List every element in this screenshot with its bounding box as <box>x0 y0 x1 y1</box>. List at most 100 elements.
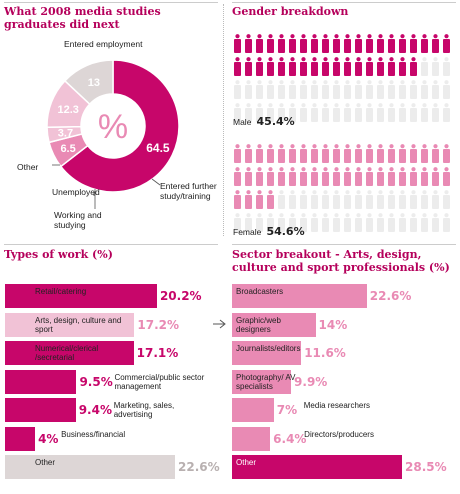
person-icon <box>355 34 362 53</box>
person-icon <box>432 167 439 186</box>
person-icon <box>245 57 252 76</box>
arrow-right-icon <box>213 319 226 329</box>
person-icon <box>432 144 439 163</box>
person-icon <box>333 34 340 53</box>
person-icon <box>278 57 285 76</box>
person-icon <box>256 34 263 53</box>
person-icon <box>410 144 417 163</box>
work-bar-value: 4% <box>38 431 59 446</box>
person-icon <box>234 167 241 186</box>
person-icon <box>278 144 285 163</box>
person-icon <box>366 144 373 163</box>
person-icon <box>344 80 351 99</box>
person-icon <box>388 190 395 209</box>
person-icon <box>366 167 373 186</box>
person-icon <box>234 144 241 163</box>
person-icon <box>410 167 417 186</box>
sector-bar-value: 9.9% <box>294 374 328 389</box>
person-icon <box>399 80 406 99</box>
person-icon <box>432 34 439 53</box>
pie-value-other: 13 <box>88 77 100 89</box>
person-icon <box>300 34 307 53</box>
work-bar <box>5 341 134 365</box>
person-icon <box>278 213 285 232</box>
person-icon <box>300 213 307 232</box>
person-icon <box>399 103 406 122</box>
person-icon <box>377 80 384 99</box>
person-icon <box>267 57 274 76</box>
person-icon <box>432 103 439 122</box>
person-icon <box>388 34 395 53</box>
person-icon <box>388 213 395 232</box>
pie-value-employment: 64.5 <box>146 141 170 155</box>
person-icon <box>410 213 417 232</box>
person-icon <box>377 103 384 122</box>
person-icon <box>333 103 340 122</box>
person-icon <box>432 213 439 232</box>
work-bar-label: Numerical/clerical /secretarial <box>35 344 99 362</box>
sector-bar <box>232 284 367 308</box>
work-bar-value: 17.1% <box>136 346 179 360</box>
person-icon <box>377 213 384 232</box>
person-icon <box>366 34 373 53</box>
person-icon <box>388 80 395 99</box>
person-icon <box>322 144 329 163</box>
person-icon <box>289 34 296 53</box>
person-icon <box>399 57 406 76</box>
pie-label-unemployed: Unemployed <box>52 187 100 197</box>
pie-value-unemployed: 12.3 <box>57 104 78 116</box>
person-icon <box>289 144 296 163</box>
person-icon <box>300 144 307 163</box>
person-icon <box>355 190 362 209</box>
person-icon <box>366 57 373 76</box>
person-icon <box>245 103 252 122</box>
person-icon <box>311 144 318 163</box>
person-icon <box>333 57 340 76</box>
person-icon <box>322 103 329 122</box>
pie-leader-line <box>151 178 161 186</box>
person-icon <box>377 57 384 76</box>
person-icon <box>256 80 263 99</box>
person-icon <box>245 213 252 232</box>
person-icon <box>322 34 329 53</box>
person-icon <box>278 167 285 186</box>
sector-bar-label: Graphic/web designers <box>236 315 281 334</box>
person-icon <box>278 80 285 99</box>
person-icon <box>421 190 428 209</box>
person-icon <box>311 34 318 53</box>
person-icon <box>300 167 307 186</box>
sector-bar <box>232 369 292 394</box>
sector-title: Sector breakout - Arts, design, culture … <box>232 248 450 274</box>
person-icon <box>333 167 340 186</box>
sector-bar-label: Other <box>236 458 257 467</box>
person-icon <box>432 190 439 209</box>
person-icon <box>322 57 329 76</box>
person-icon <box>344 190 351 209</box>
sector-bar-value: 28.5% <box>405 460 447 474</box>
person-icon <box>432 80 439 99</box>
person-icon <box>344 213 351 232</box>
person-icon <box>399 190 406 209</box>
person-icon <box>344 167 351 186</box>
person-icon <box>311 103 318 122</box>
female-value: 54.6% <box>266 225 305 238</box>
sector-bar <box>232 398 274 422</box>
work-bar-label: Arts, design, culture and sport <box>35 315 122 334</box>
pie-chart: 64.5 6.5 3.7 12.3 13% <box>46 59 180 209</box>
person-icon <box>267 34 274 53</box>
person-icon <box>289 103 296 122</box>
sector-bar <box>232 312 316 337</box>
person-icon <box>333 213 340 232</box>
person-icon <box>300 103 307 122</box>
person-icon <box>410 34 417 53</box>
person-icon <box>355 167 362 186</box>
male-caption: Male 45.4% <box>233 110 295 129</box>
person-icon <box>421 144 428 163</box>
sector-bar-value: 22.6% <box>369 289 412 303</box>
work-bar-value: 22.6% <box>178 460 220 474</box>
person-icon <box>443 34 450 53</box>
female-caption: Female 54.6% <box>233 220 305 239</box>
person-icon <box>245 34 252 53</box>
person-icon <box>267 213 274 232</box>
person-icon <box>366 190 373 209</box>
